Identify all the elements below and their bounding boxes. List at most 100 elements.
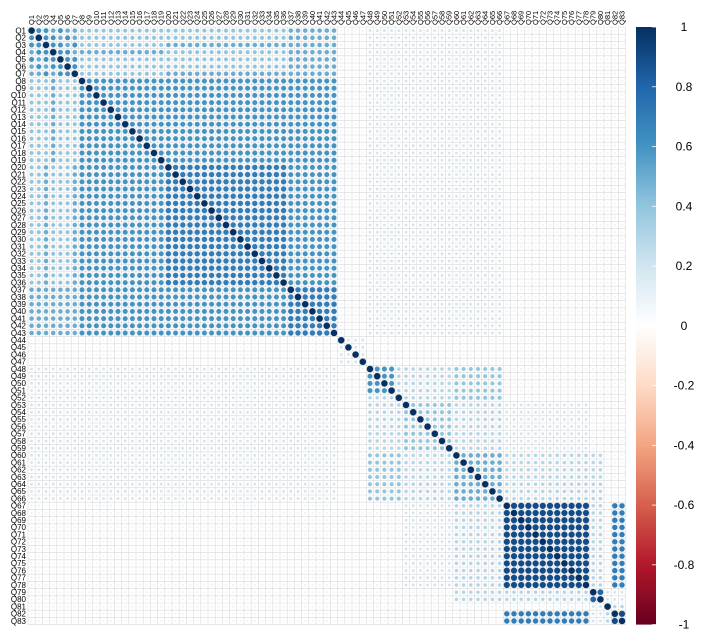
corr-circle	[289, 439, 293, 443]
corr-circle	[476, 122, 480, 126]
corr-circle	[606, 144, 609, 147]
corr-circle	[73, 353, 76, 356]
corr-circle	[152, 417, 156, 422]
corr-circle	[592, 173, 595, 176]
corr-circle	[273, 135, 280, 142]
corr-circle	[58, 172, 63, 177]
corr-circle	[158, 128, 164, 135]
corr-circle	[569, 417, 574, 422]
corr-circle	[129, 315, 136, 322]
corr-circle	[316, 315, 324, 323]
corr-circle	[288, 243, 294, 250]
corr-circle	[440, 93, 444, 98]
corr-circle	[251, 171, 258, 178]
corr-circle	[29, 100, 34, 105]
corr-circle	[50, 258, 56, 264]
corr-circle	[36, 56, 42, 62]
corr-circle	[534, 137, 537, 140]
corr-circle	[382, 201, 387, 206]
corr-circle	[382, 36, 387, 40]
corr-circle	[340, 259, 343, 263]
corr-circle	[245, 57, 250, 62]
corr-circle	[50, 201, 56, 206]
corr-circle	[620, 375, 624, 378]
corr-circle	[433, 339, 436, 342]
corr-circle	[368, 158, 372, 162]
corr-circle	[208, 330, 215, 336]
corr-circle	[323, 322, 331, 330]
corr-circle	[620, 180, 624, 183]
corr-circle	[461, 158, 466, 162]
corr-circle	[584, 159, 588, 162]
corr-circle	[295, 258, 301, 264]
corr-circle	[541, 295, 544, 299]
corr-circle	[476, 280, 480, 285]
corr-circle	[309, 301, 316, 308]
corr-circle	[412, 353, 415, 356]
corr-circle	[613, 79, 616, 83]
corr-circle	[324, 265, 330, 271]
corr-circle	[158, 251, 164, 257]
corr-circle	[454, 273, 459, 278]
corr-circle	[159, 374, 163, 378]
corr-circle	[244, 186, 251, 192]
grid	[27, 26, 626, 625]
corr-circle	[144, 279, 150, 286]
corr-circle	[280, 107, 287, 113]
corr-circle	[244, 294, 251, 300]
corr-circle	[217, 439, 221, 443]
corr-circle	[432, 424, 438, 429]
corr-circle	[288, 114, 294, 120]
corr-circle	[512, 346, 516, 349]
corr-circle	[411, 302, 415, 306]
corr-circle	[520, 151, 523, 155]
corr-circle	[541, 202, 544, 205]
corr-circle	[397, 295, 401, 299]
corr-circle	[562, 432, 567, 436]
corr-circle	[268, 346, 271, 349]
corr-circle	[317, 432, 322, 436]
corr-circle	[295, 99, 301, 106]
corr-circle	[165, 214, 172, 221]
corr-circle	[403, 409, 409, 415]
corr-circle	[288, 215, 294, 221]
corr-circle	[260, 410, 264, 414]
corr-circle	[592, 94, 595, 97]
corr-circle	[195, 403, 199, 407]
corr-circle	[73, 388, 77, 393]
corr-circle	[592, 108, 595, 111]
corr-circle	[432, 402, 438, 408]
corr-circle	[570, 159, 573, 162]
corr-circle	[613, 418, 616, 421]
corr-circle	[534, 238, 537, 241]
corr-circle	[181, 403, 185, 407]
corr-circle	[505, 101, 508, 104]
corr-circle	[570, 353, 573, 356]
corr-circle	[100, 265, 107, 271]
corr-circle	[389, 280, 394, 285]
corr-circle	[280, 193, 287, 200]
corr-circle	[469, 237, 473, 242]
corr-circle	[418, 108, 423, 112]
corr-circle	[592, 209, 595, 212]
corr-circle	[447, 237, 451, 242]
corr-circle	[122, 193, 128, 199]
corr-circle	[584, 137, 588, 140]
corr-circle	[389, 266, 394, 270]
corr-circle	[389, 324, 394, 328]
corr-circle	[476, 339, 480, 342]
corr-circle	[440, 309, 444, 314]
corr-circle	[302, 157, 308, 163]
corr-circle	[556, 231, 559, 234]
corr-circle	[527, 382, 530, 385]
corr-circle	[58, 410, 63, 414]
corr-circle	[613, 252, 616, 255]
corr-circle	[72, 222, 78, 228]
corr-circle	[541, 29, 544, 32]
corr-circle	[556, 202, 559, 205]
corr-circle	[447, 151, 451, 155]
corr-circle	[29, 78, 34, 84]
corr-circle	[136, 229, 143, 235]
corr-circle	[244, 171, 251, 178]
corr-circle	[237, 186, 244, 192]
